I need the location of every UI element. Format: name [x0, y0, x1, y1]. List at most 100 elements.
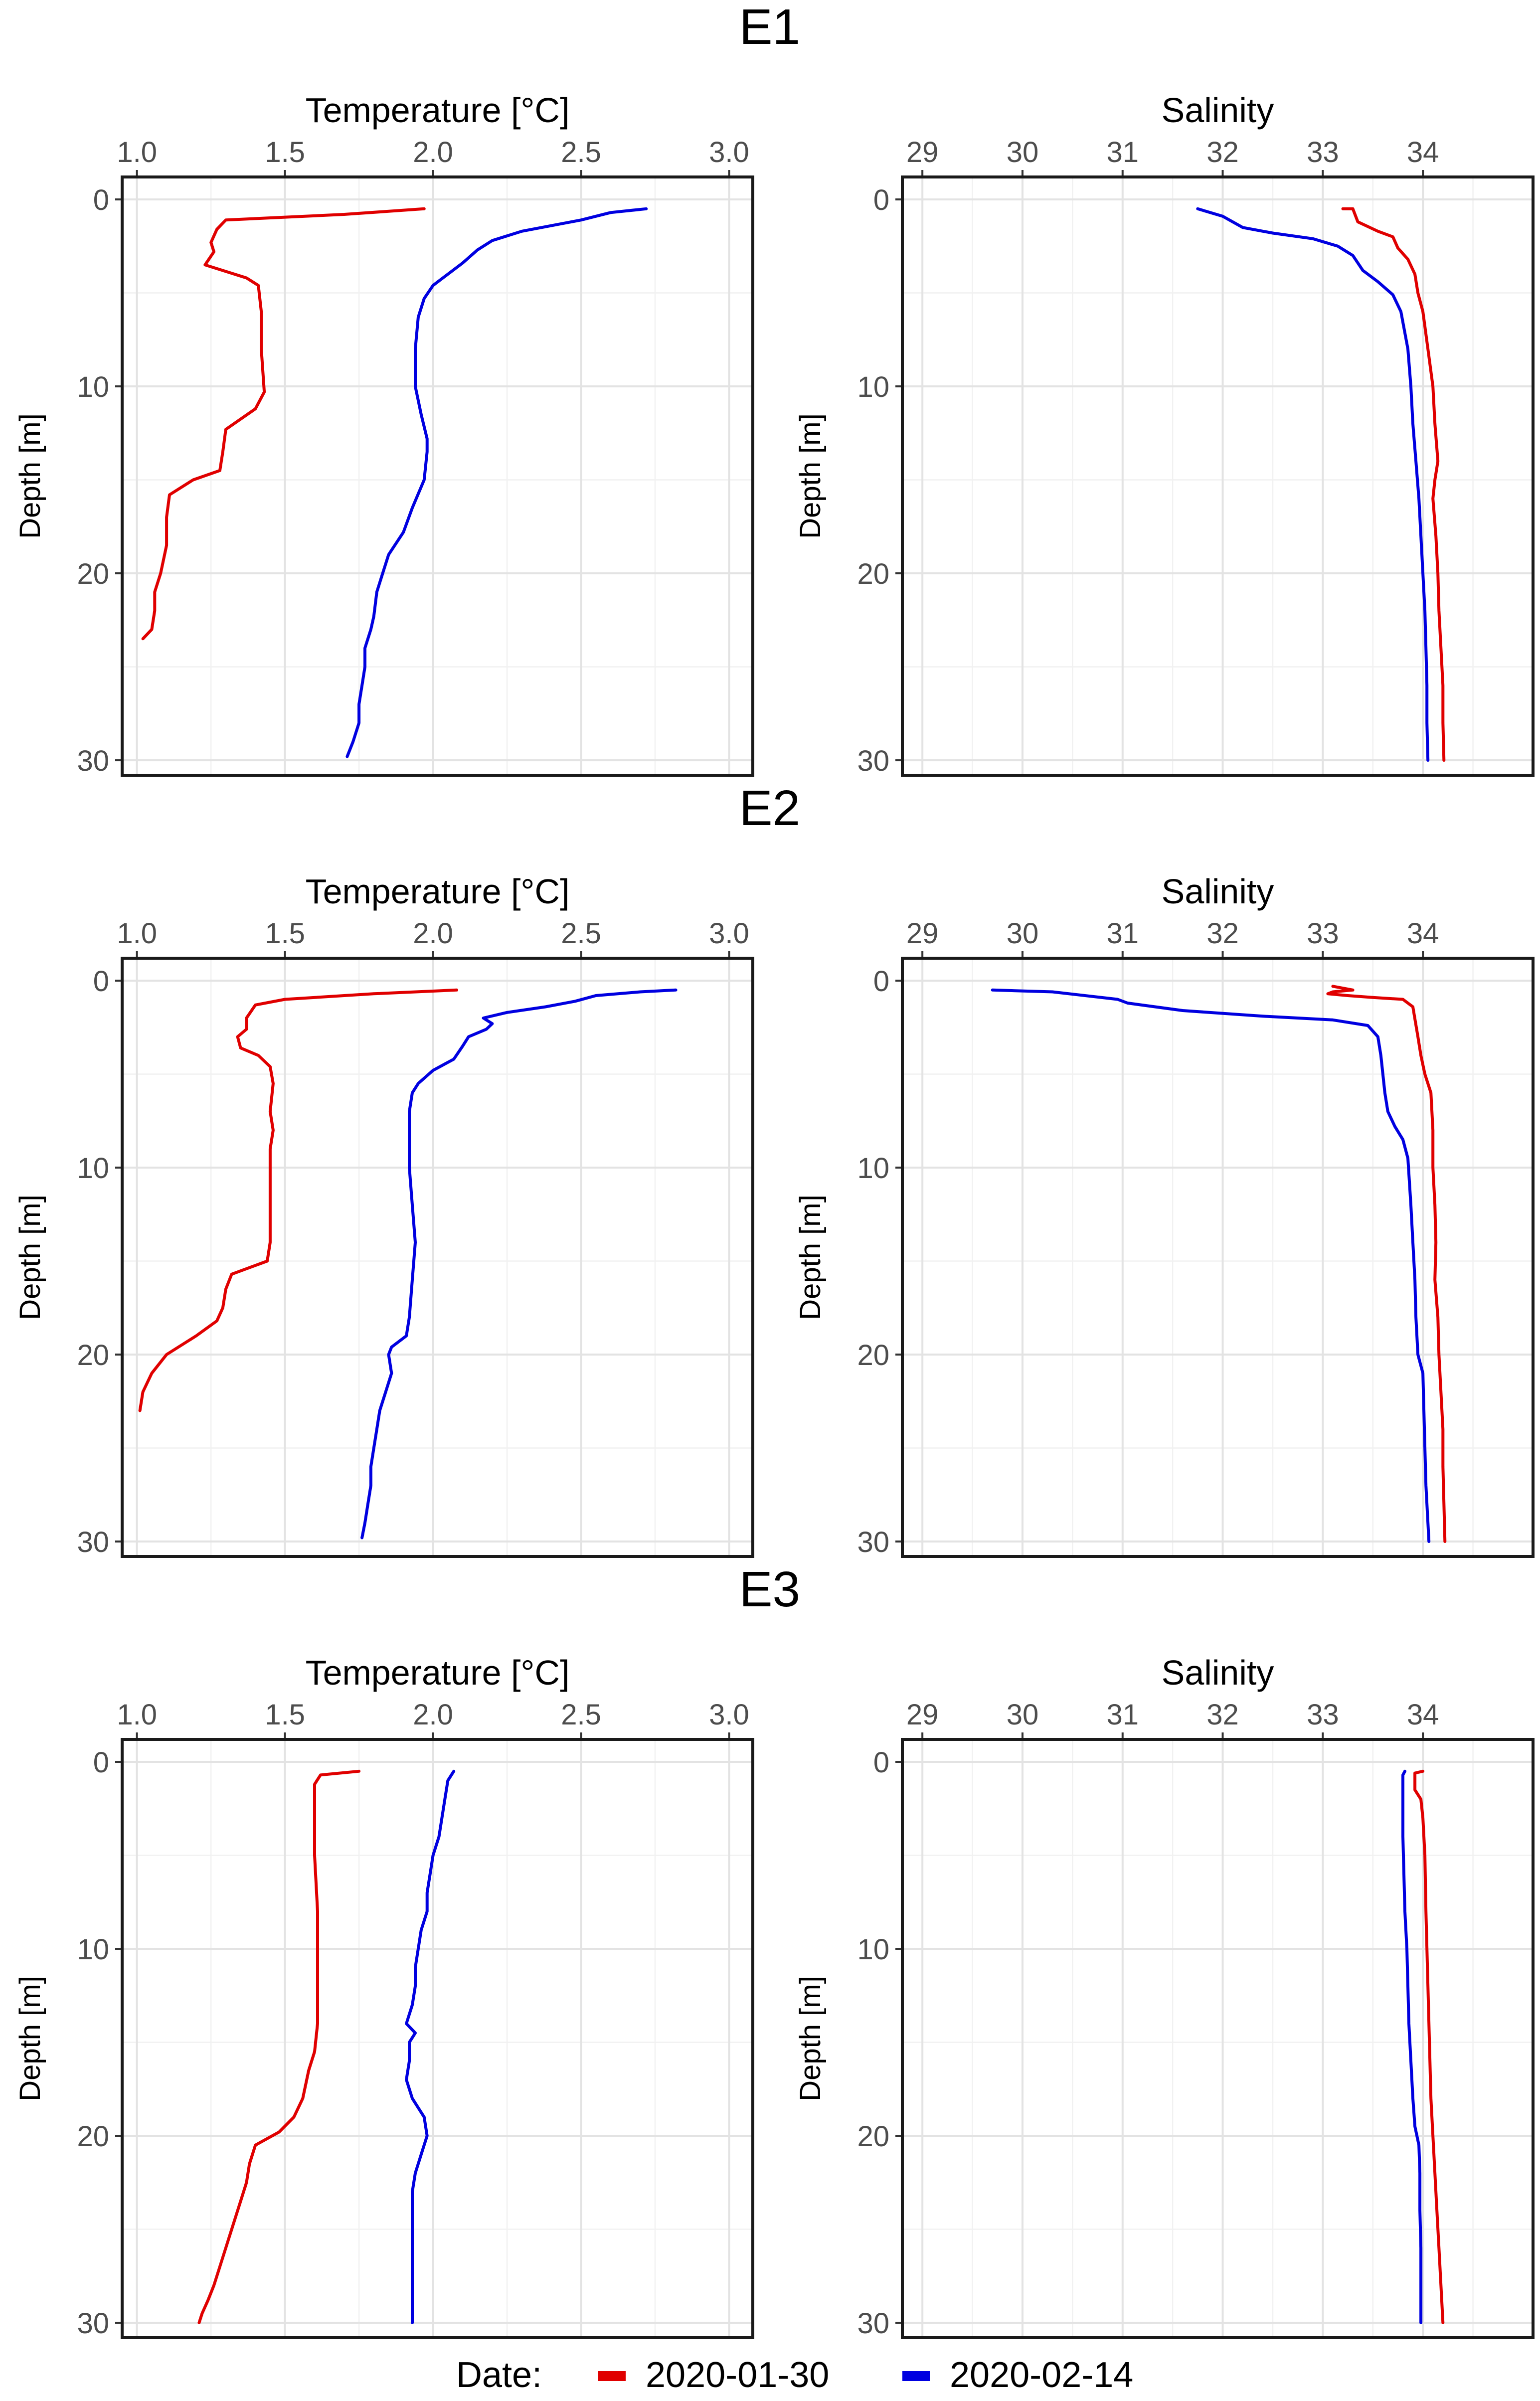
- y-tick-label: 30: [77, 745, 109, 777]
- x-tick-label: 30: [1007, 136, 1039, 169]
- y-axis-title: Depth [m]: [14, 1195, 46, 1320]
- y-tick-label: 30: [77, 1526, 109, 1558]
- y-tick-label: 10: [77, 1933, 109, 1966]
- panel-e3-temperature: 1.0 1.5 2.0 2.5 3.0 0 10 20 30 Temperature [°C] De…: [14, 1653, 754, 2340]
- x-tick-label: 1.0: [117, 917, 157, 950]
- y-tick-label: 0: [93, 184, 109, 216]
- x-tick-label: 1.0: [117, 1699, 157, 1731]
- x-axis-title: Salinity: [1162, 872, 1274, 911]
- y-tick-label: 20: [857, 1339, 889, 1372]
- x-tick-label: 3.0: [709, 1699, 749, 1731]
- y-tick-label: 0: [873, 184, 889, 216]
- panel-border: [121, 957, 754, 1558]
- x-tick-label: 32: [1206, 917, 1239, 950]
- panel-border: [901, 1738, 1535, 2339]
- panel-border: [121, 175, 754, 777]
- y-tick-label: 10: [857, 371, 889, 403]
- panel-e1-salinity: 29 30 31 32 33 34 0 10 20 30 Salinity Depth [m]: [794, 91, 1535, 777]
- x-tick-label: 1.5: [265, 917, 305, 950]
- x-tick-label: 33: [1307, 917, 1339, 950]
- y-tick-label: 10: [857, 1152, 889, 1185]
- x-tick-label: 1.5: [265, 1699, 305, 1731]
- y-tick-label: 0: [93, 965, 109, 998]
- y-tick-label: 20: [857, 558, 889, 590]
- x-tick-label: 2.5: [561, 136, 601, 169]
- x-axis-title: Temperature [°C]: [306, 1653, 570, 1692]
- series-line-2020-01-30: [141, 207, 426, 641]
- series-line-2020-01-30: [138, 988, 459, 1412]
- y-tick-label: 20: [77, 558, 109, 590]
- x-tick-label: 2.0: [413, 136, 453, 169]
- x-tick-label: 31: [1106, 136, 1139, 169]
- x-tick-label: 32: [1206, 136, 1239, 169]
- panel-e1-temperature: 1.0 1.5 2.0 2.5 3.0 0 10 20 30 Temperature [°C] De…: [14, 91, 754, 777]
- y-tick-label: 20: [77, 1339, 109, 1372]
- x-axis-title: Salinity: [1162, 91, 1274, 130]
- x-tick-label: 34: [1407, 917, 1439, 950]
- row-title-e1: E1: [739, 0, 800, 55]
- y-axis-title: Depth [m]: [794, 413, 827, 538]
- x-tick-label: 34: [1407, 136, 1439, 169]
- panel-e3-salinity: 29 30 31 32 33 34 0 10 20 30 Salinity Depth [m]: [794, 1653, 1535, 2340]
- y-tick-label: 10: [77, 1152, 109, 1185]
- y-axis-title: Depth [m]: [14, 413, 46, 538]
- panel-border: [901, 175, 1535, 777]
- y-tick-label: 30: [857, 1526, 889, 1558]
- x-tick-label: 2.5: [561, 1699, 601, 1731]
- series-line-2020-02-14: [1401, 1769, 1423, 2324]
- series-line-2020-02-14: [405, 1769, 456, 2324]
- y-axis-title: Depth [m]: [794, 1195, 827, 1320]
- series-line-2020-02-14: [360, 988, 678, 1540]
- legend: Date: 2020-01-30 2020-02-14: [456, 2355, 1133, 2395]
- x-tick-label: 2.0: [413, 917, 453, 950]
- x-axis-title: Temperature [°C]: [306, 91, 570, 130]
- x-tick-label: 1.5: [265, 136, 305, 169]
- y-tick-label: 30: [77, 2307, 109, 2340]
- panel-border: [121, 1738, 754, 2339]
- panel-border: [901, 957, 1535, 1558]
- x-tick-label: 3.0: [709, 917, 749, 950]
- y-tick-label: 20: [857, 2120, 889, 2153]
- series-line-2020-01-30: [1326, 985, 1447, 1543]
- y-tick-label: 10: [857, 1933, 889, 1966]
- series-line-2020-02-14: [991, 988, 1431, 1543]
- x-tick-label: 29: [906, 917, 939, 950]
- y-tick-label: 30: [857, 745, 889, 777]
- series-line-2020-01-30: [197, 1769, 361, 2324]
- x-tick-label: 33: [1307, 136, 1339, 169]
- x-axis-title: Temperature [°C]: [306, 872, 570, 911]
- panel-e2-salinity: 29 30 31 32 33 34 0 10 20 30 Salinity Depth [m]: [794, 872, 1535, 1558]
- x-tick-label: 33: [1307, 1699, 1339, 1731]
- legend-label-2020-01-30: 2020-01-30: [646, 2355, 829, 2395]
- legend-label-2020-02-14: 2020-02-14: [950, 2355, 1133, 2395]
- y-axis-title: Depth [m]: [794, 1976, 827, 2101]
- series-line-2020-01-30: [1341, 207, 1446, 762]
- x-tick-label: 3.0: [709, 136, 749, 169]
- y-tick-label: 0: [93, 1746, 109, 1779]
- x-tick-label: 32: [1206, 1699, 1239, 1731]
- x-tick-label: 29: [906, 1699, 939, 1731]
- x-tick-label: 2.0: [413, 1699, 453, 1731]
- x-tick-label: 2.5: [561, 917, 601, 950]
- x-tick-label: 29: [906, 136, 939, 169]
- y-tick-label: 10: [77, 371, 109, 403]
- y-tick-label: 0: [873, 1746, 889, 1779]
- series-line-2020-01-30: [1413, 1769, 1445, 2324]
- x-tick-label: 34: [1407, 1699, 1439, 1731]
- series-line-2020-02-14: [345, 207, 648, 758]
- x-tick-label: 30: [1007, 917, 1039, 950]
- y-tick-label: 0: [873, 965, 889, 998]
- y-tick-label: 20: [77, 2120, 109, 2153]
- x-axis-title: Salinity: [1162, 1653, 1274, 1692]
- panel-e2-temperature: 1.0 1.5 2.0 2.5 3.0 0 10 20 30 Temperature [°C] De…: [14, 872, 754, 1558]
- x-tick-label: 30: [1007, 1699, 1039, 1731]
- x-tick-label: 1.0: [117, 136, 157, 169]
- legend-title: Date:: [456, 2355, 542, 2395]
- row-title-e3: E3: [739, 1561, 800, 1617]
- y-axis-title: Depth [m]: [14, 1976, 46, 2101]
- row-title-e2: E2: [739, 780, 800, 836]
- y-tick-label: 30: [857, 2307, 889, 2340]
- x-tick-label: 31: [1106, 1699, 1139, 1731]
